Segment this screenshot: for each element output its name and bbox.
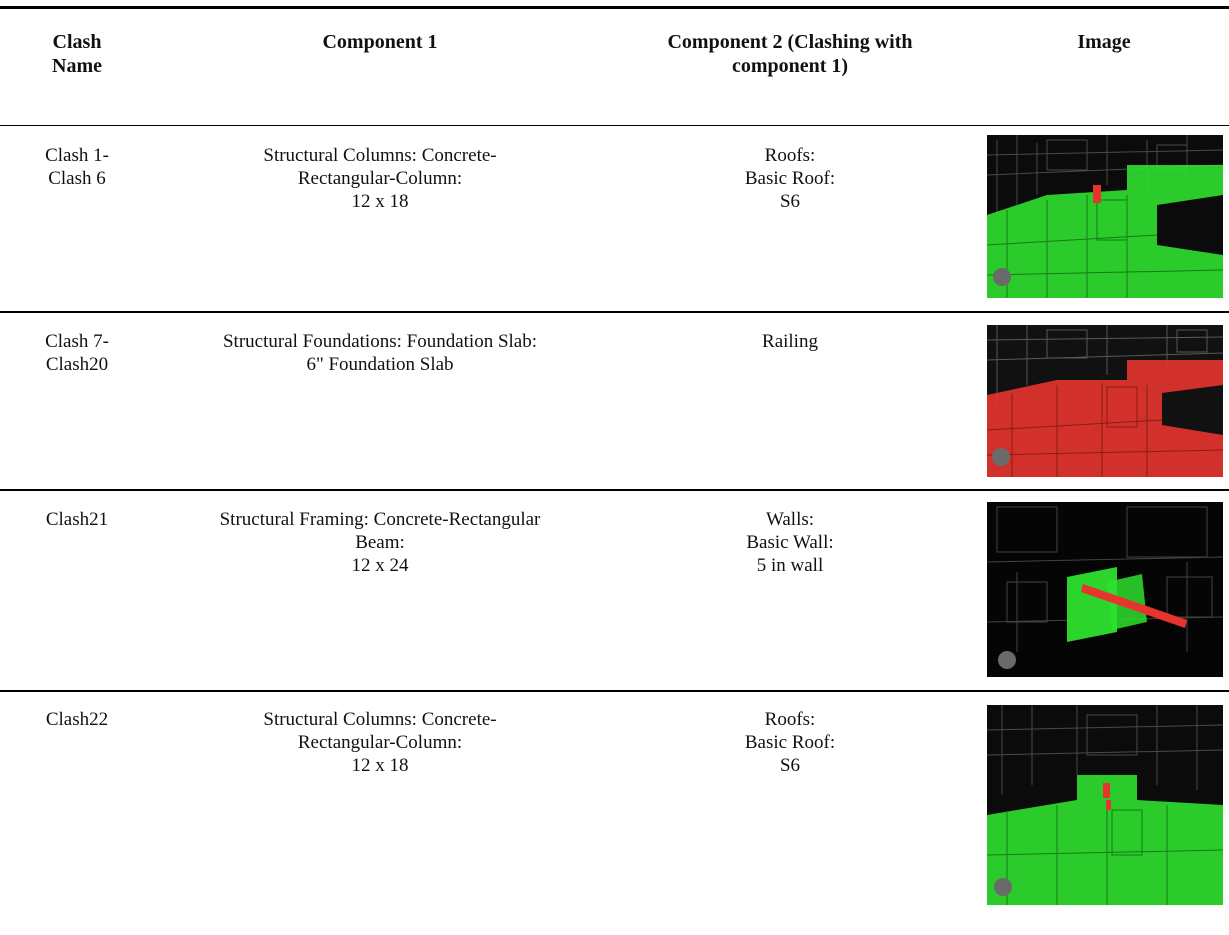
row1-component-1: Structural Columns: Concrete- Rectangula… <box>263 145 497 212</box>
row-divider <box>0 311 1229 313</box>
header-image: Image <box>1077 31 1131 53</box>
row-divider <box>0 690 1229 692</box>
row4-component-1: Structural Columns: Concrete- Rectangula… <box>263 709 497 776</box>
row1-component-2: Roofs: Basic Roof: S6 <box>744 145 836 212</box>
header-component-2: Component 2 (Clashing with component 1) <box>667 31 913 77</box>
clash-image-thumbnail <box>987 135 1223 298</box>
clash-image-thumbnail <box>987 502 1223 677</box>
table-top-rule <box>0 6 1229 9</box>
table-header-rule <box>0 125 1229 126</box>
clash-image-thumbnail <box>987 705 1223 905</box>
row4-component-2: Roofs: Basic Roof: S6 <box>744 709 836 776</box>
row2-component-2: Railing <box>762 331 818 352</box>
row3-clash-name: Clash21 <box>45 509 109 530</box>
row-divider <box>0 489 1229 491</box>
row3-component-2: Walls: Basic Wall: 5 in wall <box>746 509 834 576</box>
header-component-1: Component 1 <box>322 31 438 53</box>
row3-component-1: Structural Framing: Concrete-Rectangular… <box>219 509 541 576</box>
clash-image-thumbnail <box>987 325 1223 477</box>
row2-component-1: Structural Foundations: Foundation Slab:… <box>222 331 538 375</box>
row4-clash-name: Clash22 <box>45 709 109 730</box>
header-clash-name: Clash Name <box>52 31 102 77</box>
row2-clash-name: Clash 7- Clash20 <box>45 331 109 375</box>
row1-clash-name: Clash 1- Clash 6 <box>45 145 109 189</box>
